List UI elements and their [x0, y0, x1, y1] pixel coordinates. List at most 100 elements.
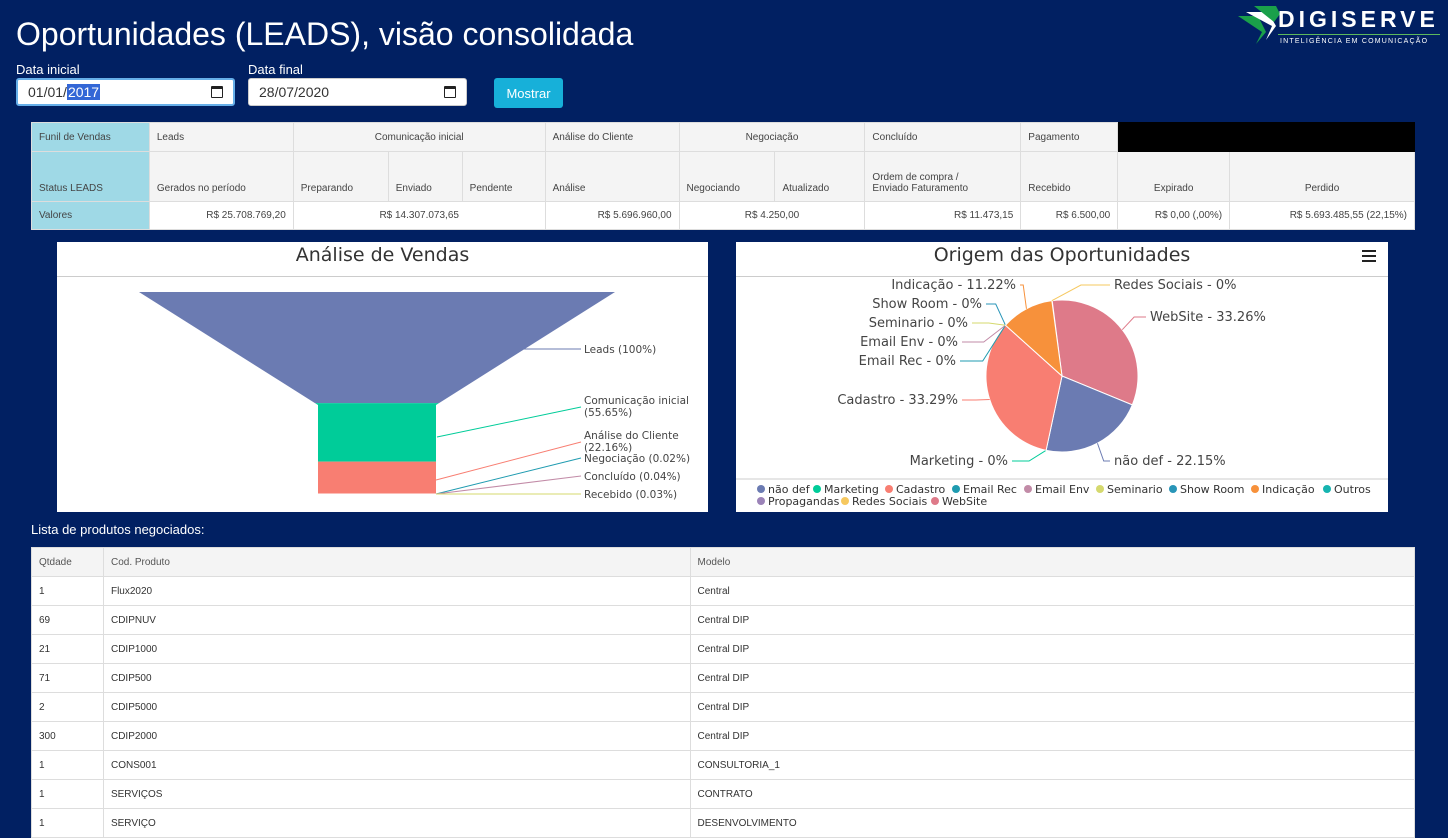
- pie-label: Indicação - 11.22%: [891, 278, 1016, 293]
- legend-marker: [1169, 485, 1177, 493]
- status-perdido: Perdido: [1229, 151, 1415, 202]
- funnel-status-row: Status LEADS Gerados no período Preparan…: [31, 151, 1415, 202]
- table-row: 1 Flux2020 Central: [31, 576, 1416, 606]
- funnel-segment: [318, 461, 436, 494]
- stage-pagamento: Pagamento: [1020, 122, 1119, 152]
- start-date-input[interactable]: 01/01/2017: [16, 78, 235, 106]
- logo-chevron-icon: [1238, 6, 1280, 44]
- pie-label: não def - 22.15%: [1114, 454, 1226, 469]
- funnel-segment: [314, 403, 440, 462]
- table-row: 21 CDIP1000 Central DIP: [31, 634, 1416, 664]
- status-enviado: Enviado: [387, 151, 463, 202]
- values-header-cell: Valores: [31, 201, 150, 230]
- status-recebido: Recebido: [1020, 151, 1119, 202]
- value-expirado: R$ 0,00 (,00%): [1117, 201, 1231, 230]
- pie-connector: [986, 303, 1006, 326]
- funnel-label: (22.16%): [584, 442, 632, 454]
- calendar-icon[interactable]: [444, 86, 456, 98]
- table-row: 300 CDIP2000 Central DIP: [31, 721, 1416, 751]
- sales-funnel-chart: Análise de Vendas Leads (100%) Comunicaçã…: [57, 242, 708, 512]
- legend-item: WebSite: [942, 495, 987, 508]
- legend-item: não def: [768, 483, 811, 496]
- start-date-label: Data inicial: [16, 62, 80, 77]
- legend-item: Marketing: [824, 483, 879, 496]
- pie-connector: [1096, 443, 1110, 462]
- pie-label: Redes Sociais - 0%: [1114, 278, 1237, 293]
- pie-slice: [1045, 375, 1133, 453]
- status-analise: Análise: [544, 151, 680, 202]
- status-pendente: Pendente: [461, 151, 546, 202]
- funnel-label: Concluído (0.04%): [584, 471, 681, 483]
- column-header-model[interactable]: Modelo: [689, 547, 1416, 577]
- pie-connector: [962, 398, 990, 401]
- stage-blank: [1117, 122, 1231, 152]
- column-header-code[interactable]: Cod. Produto: [102, 547, 691, 577]
- pie-label: WebSite - 33.26%: [1150, 310, 1266, 325]
- value-analise: R$ 5.696.960,00: [544, 201, 680, 230]
- show-button[interactable]: Mostrar: [494, 78, 563, 108]
- pie-slice: [985, 324, 1063, 451]
- status-expirado: Expirado: [1117, 151, 1231, 202]
- value-perdido: R$ 5.693.485,55 (22,15%): [1229, 201, 1415, 230]
- legend-marker: [885, 485, 893, 493]
- table-row: 1 SERVIÇOS CONTRATO: [31, 779, 1416, 809]
- calendar-icon[interactable]: [211, 86, 223, 98]
- column-header-qty[interactable]: Qtdade: [31, 547, 104, 577]
- legend-marker: [1323, 485, 1331, 493]
- end-date-label: Data final: [248, 62, 303, 77]
- legend-item: Cadastro: [896, 483, 945, 496]
- status-ordem: Ordem de compra / Enviado Faturamento: [864, 151, 1022, 202]
- legend-item: Indicação: [1262, 483, 1315, 496]
- funnel-summary-table: Funil de Vendas Leads Comunicação inicia…: [31, 122, 1415, 230]
- stage-analise: Análise do Cliente: [544, 122, 680, 152]
- pie-connector: [960, 324, 1006, 362]
- page-title: Oportunidades (LEADS), visão consolidada: [16, 16, 634, 52]
- stage-leads: Leads: [148, 122, 294, 152]
- pie-connector: [1020, 284, 1027, 309]
- table-row: 71 CDIP500 Central DIP: [31, 663, 1416, 693]
- legend-item: Email Env: [1035, 483, 1090, 496]
- funnel-stage-row: Funil de Vendas Leads Comunicação inicia…: [31, 122, 1415, 152]
- legend-marker: [1251, 485, 1259, 493]
- products-table: Qtdade Cod. Produto Modelo 1 Flux2020 Cent…: [31, 547, 1416, 838]
- stage-blank: [1229, 122, 1415, 152]
- value-leads: R$ 25.708.769,20: [148, 201, 294, 230]
- legend-marker: [1096, 485, 1104, 493]
- funnel-connector: [435, 475, 582, 495]
- pie-plot: WebSite - 33.26% não def - 22.15% Marketin…: [736, 278, 1388, 508]
- hamburger-menu-icon[interactable]: [1362, 250, 1376, 265]
- pie-label: Show Room - 0%: [872, 297, 982, 312]
- funnel-plot: Leads (100%) Comunicação inicial(55.65%) A…: [139, 292, 690, 501]
- funnel-connector: [436, 406, 582, 438]
- legend-marker: [1024, 485, 1032, 493]
- table-row: 1 SERVIÇO DESENVOLVIMENTO: [31, 808, 1416, 838]
- value-negociacao: R$ 4.250,00: [678, 201, 866, 230]
- status-negociando: Negociando: [678, 151, 776, 202]
- pie-connector: [1121, 316, 1146, 331]
- funnel-connector: [435, 457, 582, 495]
- logo-tagline: INTELIGÊNCIA EM COMUNICAÇÃO: [1280, 38, 1429, 45]
- pie-label: Email Env - 0%: [860, 335, 958, 350]
- status-atualizado: Atualizado: [774, 151, 866, 202]
- status-preparando: Preparando: [292, 151, 389, 202]
- end-date-input[interactable]: 28/07/2020: [248, 78, 467, 106]
- value-concluido: R$ 11.473,15: [864, 201, 1022, 230]
- pie-label: Marketing - 0%: [910, 454, 1008, 469]
- products-header-row: Qtdade Cod. Produto Modelo: [31, 547, 1416, 577]
- status-gerados: Gerados no período: [148, 151, 294, 202]
- pie-label: Cadastro - 33.29%: [837, 393, 958, 408]
- end-date-value: 28/07/2020: [259, 84, 330, 100]
- stage-negociacao: Negociação: [678, 122, 866, 152]
- pie-label: Seminario - 0%: [869, 316, 968, 331]
- start-date-value: 01/01/2017: [28, 84, 101, 100]
- pie-connector: [962, 324, 1006, 343]
- legend-marker: [931, 497, 939, 505]
- funnel-connector: [435, 441, 582, 481]
- value-comunicacao: R$ 14.307.073,65: [292, 201, 546, 230]
- funnel-label: Leads (100%): [584, 344, 656, 356]
- logo-divider: [1278, 34, 1440, 35]
- funnel-values-row: Valores R$ 25.708.769,20 R$ 14.307.073,6…: [31, 201, 1415, 230]
- pie-connector: [1051, 284, 1110, 302]
- pie-connector: [1012, 449, 1047, 462]
- origin-pie-chart: Origem das Oportunidades WebSite - 33.26…: [736, 242, 1388, 512]
